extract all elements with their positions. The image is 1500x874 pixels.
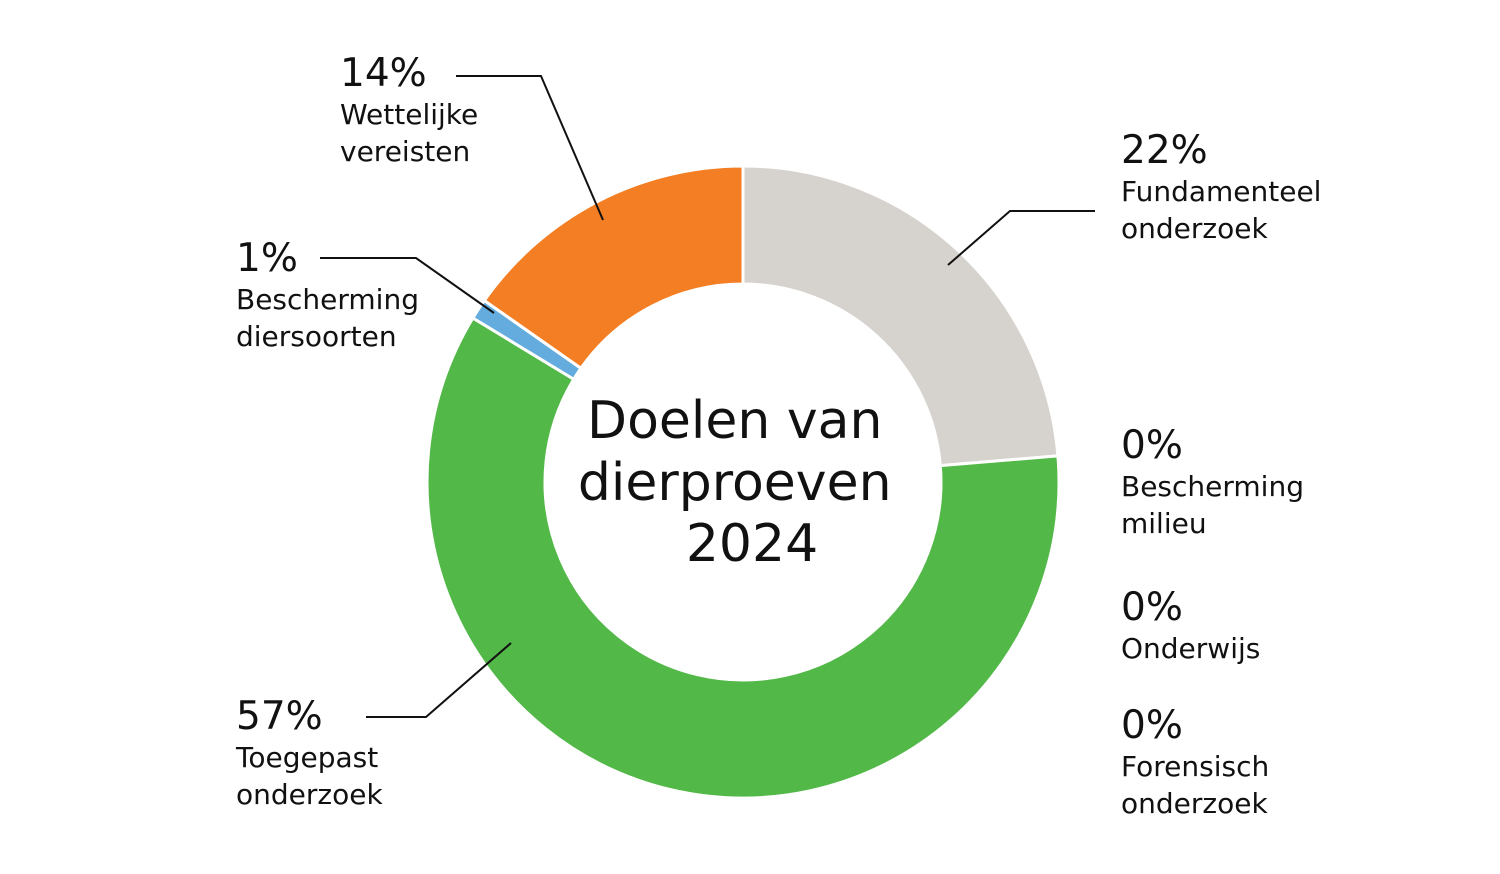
category-label-bescherming-diersoorten-line-1: Bescherming — [236, 283, 419, 316]
category-label-forensisch-onderzoek-line-1: Forensisch — [1121, 750, 1269, 783]
leader-line-bescherming-diersoorten — [320, 257, 495, 314]
chart-title-line-3: 2024 — [686, 514, 818, 574]
pct-label-onderwijs: 0% — [1121, 585, 1183, 630]
category-label-onderwijs-line-1: Onderwijs — [1121, 632, 1260, 665]
category-label-toegepast-onderzoek-line-1: Toegepast — [235, 741, 378, 774]
pct-label-bescherming-diersoorten: 1% — [236, 236, 298, 281]
leader-line-wettelijke-vereisten — [456, 75, 604, 221]
slice-wettelijke-vereisten — [482, 164, 745, 371]
category-label-forensisch-onderzoek-line-2: onderzoek — [1121, 787, 1268, 820]
category-label-toegepast-onderzoek-line-2: onderzoek — [236, 778, 383, 811]
pct-label-fundamenteel-onderzoek: 22% — [1121, 128, 1208, 173]
pct-label-forensisch-onderzoek: 0% — [1121, 703, 1183, 748]
pct-label-bescherming-milieu: 0% — [1121, 423, 1183, 468]
pct-label-toegepast-onderzoek: 57% — [236, 694, 323, 739]
leader-lines — [320, 75, 1095, 718]
category-label-wettelijke-vereisten-line-2: vereisten — [340, 135, 470, 168]
leader-line-fundamenteel-onderzoek — [947, 210, 1095, 266]
category-label-bescherming-diersoorten-line-2: diersoorten — [236, 320, 397, 353]
slice-labels: 22%Fundamenteelonderzoek0%Beschermingmil… — [235, 51, 1321, 820]
pct-label-wettelijke-vereisten: 14% — [340, 51, 427, 96]
slice-toegepast-onderzoek — [425, 315, 1061, 800]
leader-line-toegepast-onderzoek — [366, 642, 512, 718]
donut-slices — [425, 164, 1061, 800]
chart-title-line-2: dierproeven — [578, 453, 892, 513]
category-label-wettelijke-vereisten-line-1: Wettelijke — [340, 98, 478, 131]
slice-fundamenteel-onderzoek — [741, 164, 1060, 468]
category-label-fundamenteel-onderzoek-line-2: onderzoek — [1121, 212, 1268, 245]
category-label-bescherming-milieu-line-1: Bescherming — [1121, 470, 1304, 503]
category-label-bescherming-milieu-line-2: milieu — [1121, 507, 1207, 540]
chart-title: Doelen van dierproeven 2024 — [578, 391, 908, 574]
category-label-fundamenteel-onderzoek-line-1: Fundamenteel — [1121, 175, 1321, 208]
chart-title-line-1: Doelen van — [587, 391, 882, 451]
